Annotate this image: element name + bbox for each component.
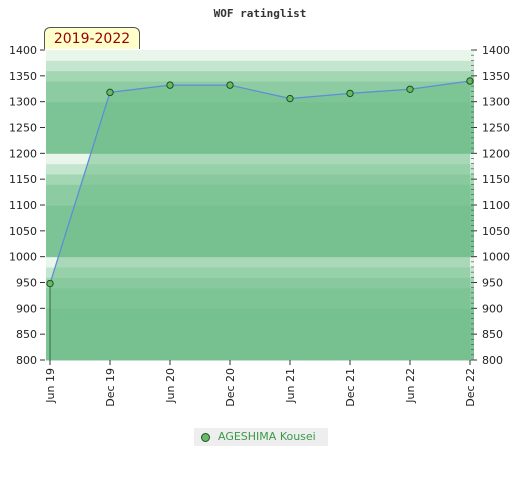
y-tick-label-right: 1200 xyxy=(482,147,510,160)
x-tick-label: Dec 19 xyxy=(104,368,117,407)
x-axis: Jun 19 Dec 19 Jun 20 Dec 20 Jun 21 Dec 21 Jun … xyxy=(44,360,477,407)
data-point[interactable] xyxy=(226,81,234,89)
legend-marker xyxy=(201,433,210,442)
y-tick-label-right: 1050 xyxy=(482,225,510,238)
legend: AGESHIMA Kousei xyxy=(194,428,328,446)
background-band xyxy=(46,81,474,92)
data-point[interactable] xyxy=(46,279,54,288)
x-tick-label: Dec 22 xyxy=(464,368,477,407)
y-tick-label-left: 1050 xyxy=(9,225,37,238)
background-band xyxy=(46,60,474,72)
x-tick-label: Jun 19 xyxy=(44,368,57,404)
data-point[interactable] xyxy=(406,85,414,93)
legend-series-label: AGESHIMA Kousei xyxy=(218,430,316,443)
y-tick-label-right: 1250 xyxy=(482,122,510,135)
period-tab[interactable]: 2019-2022 xyxy=(44,27,140,49)
background-band xyxy=(46,50,474,61)
y-tick-label-right: 950 xyxy=(482,277,503,290)
y-tick-label-left: 900 xyxy=(16,302,37,315)
y-tick-label-right: 1400 xyxy=(482,44,510,57)
y-axis-left: 800 850 900 950 1000 1050 1100 1150 1200 1250 1300… xyxy=(9,44,45,367)
y-tick-label-left: 1250 xyxy=(9,122,37,135)
y-tick-label-left: 1000 xyxy=(9,251,37,264)
y-tick-label-left: 1300 xyxy=(9,96,37,109)
data-point[interactable] xyxy=(346,89,354,98)
x-tick-label: Dec 21 xyxy=(344,368,357,407)
series-points xyxy=(46,77,474,360)
y-tick-label-left: 1200 xyxy=(9,147,37,160)
y-tick-label-right: 1350 xyxy=(482,70,510,83)
y-tick-label-left: 1100 xyxy=(9,199,37,212)
y-tick-label-left: 950 xyxy=(16,277,37,290)
y-axis-right: 800 850 900 950 1000 1050 1100 1150 1200 1250 1300… xyxy=(471,44,510,367)
x-tick-label: Jun 22 xyxy=(404,368,417,404)
chart-title: WOF ratinglist xyxy=(214,7,307,20)
y-tick-label-left: 800 xyxy=(16,354,37,367)
data-point[interactable] xyxy=(286,94,294,103)
y-tick-label-right: 1000 xyxy=(482,251,510,264)
y-tick-label-right: 1150 xyxy=(482,173,510,186)
data-point[interactable] xyxy=(106,88,114,97)
y-tick-label-right: 900 xyxy=(482,302,503,315)
series-area xyxy=(50,81,470,360)
y-tick-label-right: 800 xyxy=(482,354,503,367)
data-point[interactable] xyxy=(166,81,174,89)
x-tick-label: Jun 21 xyxy=(284,368,297,404)
y-tick-label-left: 1400 xyxy=(9,44,37,57)
y-tick-label-right: 850 xyxy=(482,328,503,341)
x-tick-label: Dec 20 xyxy=(224,368,237,407)
y-tick-label-right: 1100 xyxy=(482,199,510,212)
x-tick-label: Jun 20 xyxy=(164,368,177,404)
series-line xyxy=(49,80,471,284)
y-tick-label-left: 850 xyxy=(16,328,37,341)
background-band xyxy=(46,70,474,82)
y-tick-label-right: 1300 xyxy=(482,96,510,109)
y-tick-label-left: 1350 xyxy=(9,70,37,83)
y-tick-label-left: 1150 xyxy=(9,173,37,186)
